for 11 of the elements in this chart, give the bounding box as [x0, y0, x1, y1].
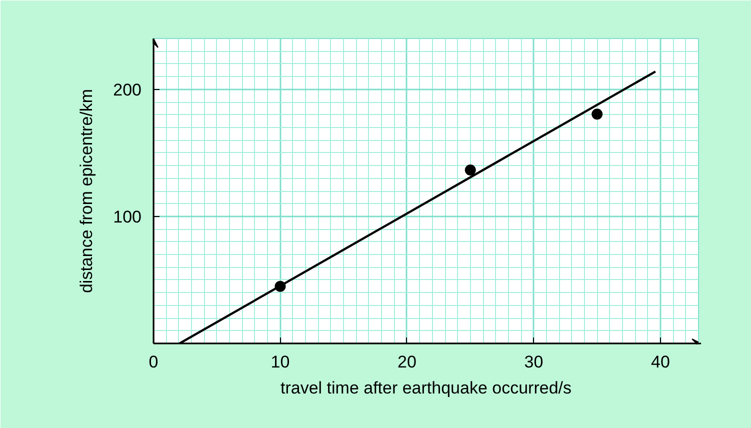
x-tick-label: 30: [524, 352, 544, 372]
x-tick-label: 0: [148, 352, 158, 372]
y-tick-label: 200: [113, 80, 142, 100]
x-tick-label: 20: [398, 352, 416, 372]
point: [464, 164, 476, 176]
x-tick-label: 10: [270, 352, 290, 372]
x-tick-label: 40: [651, 352, 670, 372]
x-axis-title: travel time after earthquake occurred/s: [280, 378, 572, 398]
y-axis-title: distance from epicentre/km: [77, 88, 96, 294]
y-tick-label: 100: [113, 207, 142, 226]
point: [592, 108, 603, 120]
